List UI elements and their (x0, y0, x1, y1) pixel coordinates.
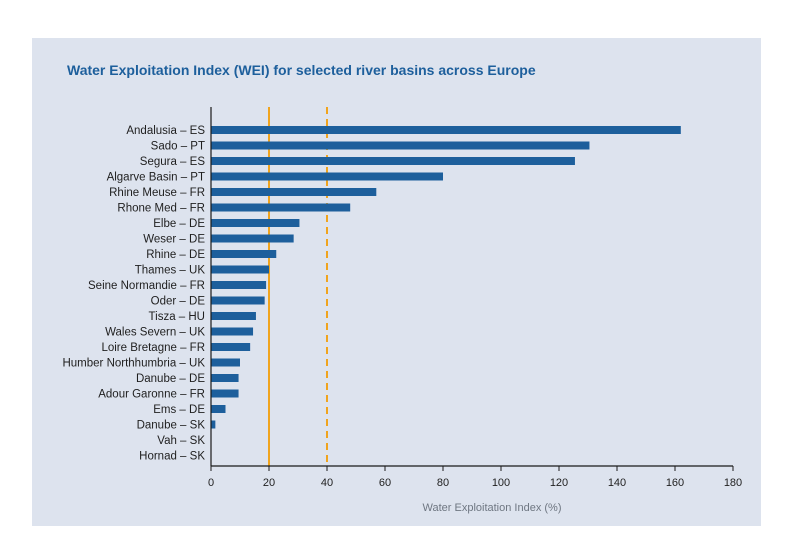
bar-12 (211, 312, 256, 320)
category-label-18: Ems – DE (153, 404, 205, 416)
bar-11 (211, 296, 265, 305)
x-tick-label-20: 20 (263, 477, 275, 489)
bar-1 (211, 141, 590, 150)
bar-7 (211, 234, 294, 243)
x-tick-label-60: 60 (379, 477, 391, 489)
bar-0 (211, 126, 681, 134)
category-label-15: Humber Northhumbria – UK (62, 358, 205, 370)
category-label-13: Wales Severn – UK (105, 327, 205, 339)
category-label-8: Rhine – DE (146, 249, 205, 261)
category-label-19: Danube – SK (137, 420, 206, 432)
bar-10 (211, 281, 267, 289)
category-label-1: Sado – PT (151, 141, 205, 153)
bar-15 (211, 358, 240, 367)
bar-8 (211, 250, 277, 258)
category-label-20: Vah – SK (157, 435, 205, 447)
category-label-4: Rhine Meuse – FR (109, 187, 205, 199)
category-label-3: Algarve Basin – PT (107, 172, 205, 184)
bar-17 (211, 389, 239, 398)
x-tick-label-80: 80 (437, 477, 449, 489)
x-axis-title: Water Exploitation Index (%) (423, 502, 562, 514)
bar-18 (211, 405, 226, 413)
category-label-0: Andalusia – ES (126, 125, 205, 137)
category-label-11: Oder – DE (151, 296, 206, 308)
bar-19 (211, 420, 216, 429)
bar-6 (211, 219, 300, 227)
category-label-14: Loire Bretagne – FR (101, 342, 205, 354)
category-label-10: Seine Normandie – FR (88, 280, 205, 292)
bar-9 (211, 265, 269, 274)
bar-4 (211, 188, 377, 196)
category-label-5: Rhone Med – FR (117, 203, 205, 215)
x-tick-label-0: 0 (208, 477, 214, 489)
x-tick-label-180: 180 (724, 477, 742, 489)
x-tick-label-40: 40 (321, 477, 333, 489)
bar-3 (211, 172, 443, 181)
x-tick-label-120: 120 (550, 477, 568, 489)
bar-5 (211, 203, 351, 212)
x-tick-label-160: 160 (666, 477, 684, 489)
x-tick-label-100: 100 (492, 477, 510, 489)
category-label-2: Segura – ES (140, 156, 206, 168)
category-label-6: Elbe – DE (153, 218, 205, 230)
category-label-17: Adour Garonne – FR (98, 389, 205, 401)
category-label-9: Thames – UK (135, 265, 206, 277)
bar-2 (211, 157, 575, 165)
bar-16 (211, 374, 239, 382)
category-label-16: Danube – DE (136, 373, 205, 385)
category-label-12: Tisza – HU (149, 311, 205, 323)
chart-panel (32, 38, 761, 526)
category-label-21: Hornad – SK (139, 451, 205, 463)
x-tick-label-140: 140 (608, 477, 626, 489)
bar-13 (211, 327, 254, 336)
bar-14 (211, 343, 251, 351)
chart-title: Water Exploitation Index (WEI) for selec… (67, 62, 536, 78)
category-label-7: Weser – DE (143, 234, 205, 246)
